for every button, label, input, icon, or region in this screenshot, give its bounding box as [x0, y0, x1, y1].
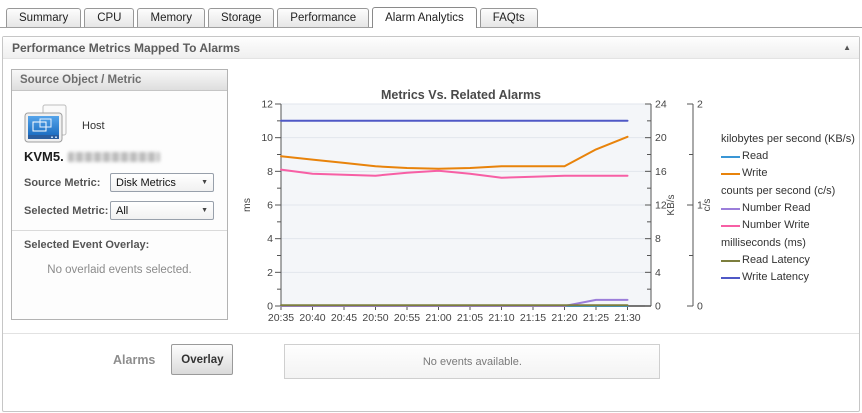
svg-text:1: 1: [697, 200, 703, 212]
svg-text:c/s: c/s: [702, 199, 713, 212]
legend-swatch: [721, 155, 740, 158]
svg-text:20:40: 20:40: [299, 312, 325, 324]
metrics-chart: Metrics Vs. Related Alarms 0 2 4 6 8 10 12 ms 20…: [235, 64, 855, 332]
host-icon: [24, 104, 67, 143]
svg-text:20:45: 20:45: [331, 312, 357, 324]
svg-text:12: 12: [261, 99, 273, 111]
tab-memory[interactable]: Memory: [137, 8, 206, 27]
tab-faqts[interactable]: FAQts: [479, 8, 538, 27]
legend-item-write-latency: Write Latency: [721, 269, 855, 286]
card-divider: [12, 230, 227, 231]
panel-title: Performance Metrics Mapped To Alarms: [12, 40, 241, 55]
svg-text:21:30: 21:30: [614, 312, 640, 324]
svg-text:ms: ms: [241, 198, 253, 212]
legend-swatch: [721, 259, 740, 262]
tab-storage[interactable]: Storage: [208, 8, 275, 27]
svg-text:10: 10: [261, 132, 273, 144]
performance-metrics-panel: Performance Metrics Mapped To Alarms ▲ S…: [2, 36, 860, 412]
panel-header: Performance Metrics Mapped To Alarms ▲: [3, 37, 859, 59]
tab-summary[interactable]: Summary: [6, 8, 82, 27]
legend-swatch: [721, 207, 740, 210]
tab-bar: Summary CPU Memory Storage Performance Alarm …: [0, 0, 862, 28]
svg-text:12: 12: [655, 200, 667, 212]
legend-group-title: counts per second (c/s): [721, 185, 836, 198]
chart-legend: kilobytes per second (KB/s) Read Write coun…: [721, 130, 855, 286]
source-object-card-header: Source Object / Metric: [12, 70, 227, 91]
svg-text:21:00: 21:00: [425, 312, 451, 324]
svg-text:20: 20: [655, 132, 667, 144]
svg-text:8: 8: [655, 233, 661, 245]
source-metric-label: Source Metric:: [24, 176, 101, 189]
selected-metric-value: All: [116, 204, 129, 217]
svg-text:KB/s: KB/s: [666, 194, 677, 215]
svg-text:6: 6: [267, 200, 273, 212]
legend-item-number-write: Number Write: [721, 217, 855, 234]
source-object-card: Source Object / Metric: [11, 69, 228, 320]
svg-text:20:55: 20:55: [394, 312, 420, 324]
collapse-icon[interactable]: ▲: [843, 42, 851, 52]
source-metric-value: Disk Metrics: [116, 176, 176, 189]
selected-metric-row: Selected Metric: All ▼: [24, 201, 227, 220]
host-name-prefix: KVM5.: [24, 149, 64, 164]
legend-swatch: [721, 224, 740, 227]
legend-item-read-latency: Read Latency: [721, 252, 855, 269]
selected-metric-select[interactable]: All ▼: [110, 201, 214, 220]
no-overlay-message: No overlaid events selected.: [47, 264, 192, 276]
legend-item-read: Read: [721, 148, 855, 165]
selected-metric-label: Selected Metric:: [24, 204, 109, 217]
source-metric-row: Source Metric: Disk Metrics ▼: [24, 173, 227, 192]
svg-text:4: 4: [655, 267, 661, 279]
svg-text:21:10: 21:10: [488, 312, 514, 324]
svg-text:2: 2: [267, 267, 273, 279]
no-events-message: No events available.: [422, 355, 522, 368]
overlay-button[interactable]: Overlay: [171, 344, 234, 375]
svg-text:21:25: 21:25: [583, 312, 609, 324]
svg-text:20:35: 20:35: [268, 312, 294, 324]
svg-text:24: 24: [655, 99, 667, 111]
legend-group-title: kilobytes per second (KB/s): [721, 133, 855, 145]
dropdown-arrow-icon: ▼: [201, 179, 208, 186]
dropdown-arrow-icon: ▼: [201, 207, 208, 214]
svg-text:0: 0: [267, 301, 273, 313]
host-type-label: Host: [82, 120, 105, 132]
legend-swatch: [721, 172, 740, 175]
selected-event-overlay-label: Selected Event Overlay:: [24, 239, 150, 251]
svg-text:20:50: 20:50: [362, 312, 388, 324]
svg-text:21:15: 21:15: [520, 312, 546, 324]
source-metric-select[interactable]: Disk Metrics ▼: [110, 173, 214, 192]
host-name-redacted: [67, 151, 160, 162]
host-name: KVM5.: [24, 149, 227, 164]
alarms-footer: Alarms Overlay No events available.: [3, 333, 859, 411]
tab-performance[interactable]: Performance: [277, 8, 370, 27]
legend-item-write: Write: [721, 165, 855, 182]
svg-text:16: 16: [655, 166, 667, 178]
svg-text:21:05: 21:05: [457, 312, 483, 324]
tab-alarm-analytics[interactable]: Alarm Analytics: [372, 7, 477, 28]
events-box: No events available.: [284, 344, 661, 379]
alarms-label: Alarms: [113, 353, 156, 367]
tab-cpu[interactable]: CPU: [84, 8, 135, 27]
legend-swatch: [721, 276, 740, 279]
svg-text:21:20: 21:20: [551, 312, 577, 324]
panel-body: Source Object / Metric: [3, 59, 859, 333]
chart-title: Metrics Vs. Related Alarms: [380, 88, 542, 102]
legend-group-title: milliseconds (ms): [721, 237, 806, 250]
legend-item-number-read: Number Read: [721, 200, 855, 217]
svg-text:4: 4: [267, 233, 273, 245]
svg-text:8: 8: [267, 166, 273, 178]
svg-text:2: 2: [697, 99, 703, 111]
host-row: Host: [22, 104, 227, 148]
svg-text:0: 0: [655, 301, 661, 313]
svg-text:0: 0: [697, 301, 703, 313]
